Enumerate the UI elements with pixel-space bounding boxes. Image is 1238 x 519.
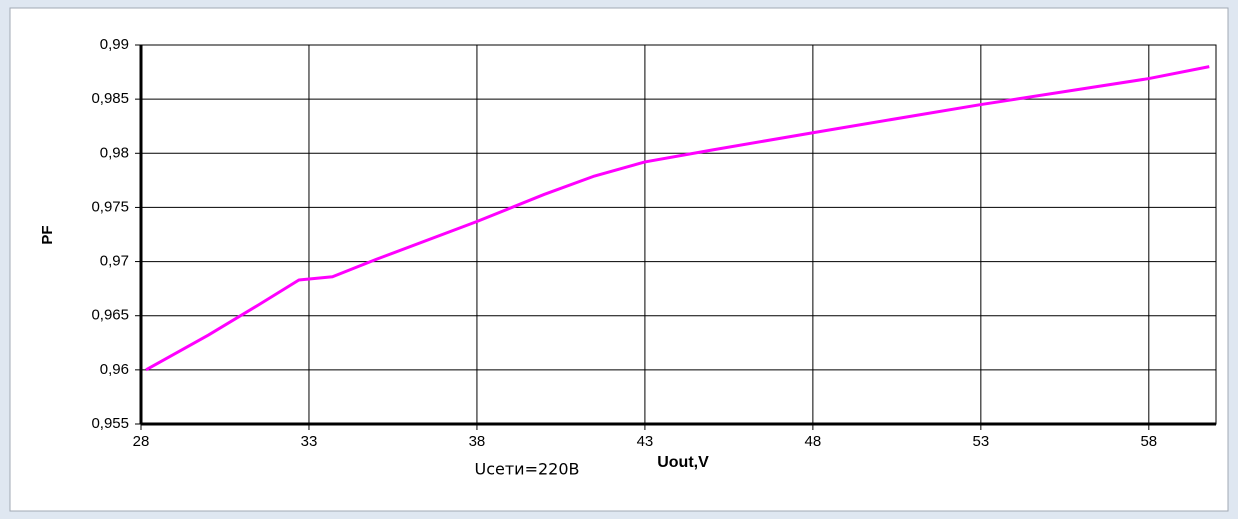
x-tick-label: 58: [1140, 433, 1157, 450]
x-tick-label: 33: [301, 433, 318, 450]
y-tick-label: 0,975: [91, 198, 129, 215]
annotation: Uсети=220В: [475, 460, 580, 479]
chart-panel: [9, 7, 1229, 512]
y-tick-label: 0,985: [91, 90, 129, 107]
y-axis-label: PF: [39, 225, 56, 244]
x-tick-label: 48: [805, 433, 822, 450]
y-tick-label: 0,96: [100, 361, 129, 378]
y-tick-label: 0,965: [91, 307, 129, 324]
x-axis-label: Uout,V: [657, 454, 709, 471]
y-tick-label: 0,955: [91, 415, 129, 432]
x-tick-label: 53: [973, 433, 990, 450]
y-tick-label: 0,98: [100, 144, 129, 161]
series-line: [145, 65, 1210, 372]
y-tick-label: 0,99: [100, 36, 129, 53]
x-tick-label: 38: [469, 433, 486, 450]
y-tick-label: 0,97: [100, 253, 129, 270]
x-tick-label: 28: [133, 433, 150, 450]
x-tick-label: 43: [637, 433, 654, 450]
